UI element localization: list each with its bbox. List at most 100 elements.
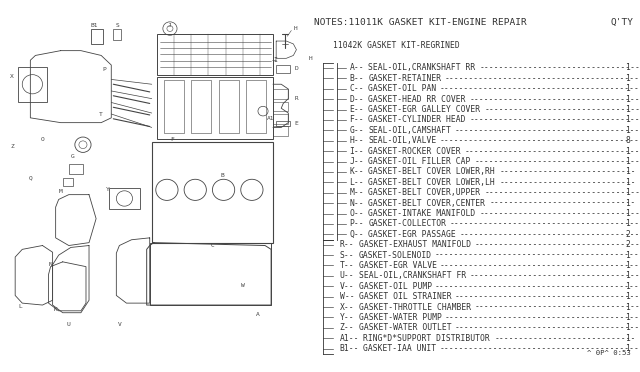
Text: 1: 1: [625, 84, 630, 93]
Text: S--: S--: [340, 251, 355, 260]
Text: GASKET-RETAINER: GASKET-RETAINER: [369, 74, 442, 83]
Text: SEAL-OIL,CRANKSHAFT RR: SEAL-OIL,CRANKSHAFT RR: [369, 64, 476, 73]
Text: --------------------------------: --------------------------------: [485, 188, 640, 197]
Text: ---------------------------------------: ---------------------------------------: [454, 126, 640, 135]
Text: M--: M--: [349, 188, 364, 197]
Text: Q--: Q--: [349, 230, 364, 239]
Text: 1: 1: [625, 178, 630, 187]
Text: 1: 1: [625, 292, 630, 301]
Text: K: K: [54, 307, 58, 312]
Text: ------------------------------------------: ----------------------------------------…: [444, 74, 640, 83]
Text: J--: J--: [349, 157, 364, 166]
Text: K--: K--: [349, 167, 364, 176]
Text: W: W: [241, 283, 244, 288]
Text: 1: 1: [625, 334, 630, 343]
Text: GASKET-THROTTLE CHAMBER: GASKET-THROTTLE CHAMBER: [358, 302, 471, 312]
Text: 1: 1: [625, 251, 630, 260]
Text: J: J: [168, 23, 172, 28]
Text: 1: 1: [625, 261, 630, 270]
Text: SEAL-OIL,CRANKSHAFT FR: SEAL-OIL,CRANKSHAFT FR: [358, 272, 466, 280]
Text: Z: Z: [10, 144, 14, 149]
Text: ---------------------------------: ---------------------------------: [480, 64, 640, 73]
Text: H--: H--: [349, 136, 364, 145]
Text: -----------------------------------: -----------------------------------: [470, 272, 640, 280]
Text: 1: 1: [625, 313, 630, 322]
Text: 1: 1: [625, 115, 630, 125]
Text: 1: 1: [625, 167, 630, 176]
Text: ------------------------------------: ------------------------------------: [470, 95, 640, 104]
Text: F--: F--: [349, 115, 364, 125]
Text: ----------------------------------: ----------------------------------: [475, 240, 640, 249]
Text: 1: 1: [625, 147, 630, 155]
Text: SEAL-OIL,CAMSHAFT: SEAL-OIL,CAMSHAFT: [369, 126, 451, 135]
Text: I--: I--: [349, 147, 364, 155]
Bar: [273, 89, 288, 99]
Text: GASKET-WATER PUMP: GASKET-WATER PUMP: [358, 313, 442, 322]
Text: D--: D--: [349, 95, 364, 104]
Text: GASKET-IAA UNIT: GASKET-IAA UNIT: [364, 344, 436, 353]
Text: Y--: Y--: [340, 313, 355, 322]
Text: GASKET-BELT COVER,UPPER: GASKET-BELT COVER,UPPER: [369, 188, 481, 197]
Text: V: V: [118, 322, 121, 327]
Bar: [157, 34, 273, 75]
Text: GASKET-EGR VALVE: GASKET-EGR VALVE: [358, 261, 436, 270]
Bar: [113, 29, 122, 40]
Text: M: M: [59, 189, 63, 194]
Text: RING*D*SUPPORT DISTRIBUTOR: RING*D*SUPPORT DISTRIBUTOR: [364, 334, 490, 343]
Text: -----------------------------: -----------------------------: [495, 334, 636, 343]
Text: R: R: [294, 96, 298, 101]
Text: Z--: Z--: [340, 323, 355, 332]
Text: R--: R--: [340, 240, 355, 249]
Text: 1: 1: [625, 105, 630, 114]
Text: -----------------------------------------: ----------------------------------------…: [449, 219, 640, 228]
Text: B1--: B1--: [340, 344, 359, 353]
Text: SEAL-OIL,VALVE: SEAL-OIL,VALVE: [369, 136, 436, 145]
Text: ----------------------------------: ----------------------------------: [475, 302, 640, 312]
Text: A: A: [256, 312, 260, 317]
Text: 8: 8: [625, 136, 630, 145]
Text: --------------------------------------: --------------------------------------: [460, 230, 640, 239]
Text: N: N: [49, 262, 52, 267]
Text: ----------------------------: ----------------------------: [500, 178, 637, 187]
Text: O--: O--: [349, 209, 364, 218]
Text: C--: C--: [349, 84, 364, 93]
Bar: [273, 126, 288, 136]
Text: GASKET-COLLECTOR: GASKET-COLLECTOR: [369, 219, 447, 228]
Text: P--: P--: [349, 219, 364, 228]
Text: ---------------------------------: ---------------------------------: [480, 209, 640, 218]
Text: GASKET-OIL PAN: GASKET-OIL PAN: [369, 84, 436, 93]
Text: E--: E--: [349, 105, 364, 114]
Text: A1--: A1--: [340, 334, 359, 343]
Text: GASKET-OIL FILLER CAP: GASKET-OIL FILLER CAP: [369, 157, 471, 166]
Text: W--: W--: [340, 292, 355, 301]
Text: -------------------------------------------: ----------------------------------------…: [439, 136, 640, 145]
Bar: [18, 67, 47, 102]
Text: I: I: [273, 57, 277, 63]
Text: -------------------------------------------: ----------------------------------------…: [439, 84, 640, 93]
Bar: [276, 65, 291, 73]
Text: NOTES:11011K GASKET KIT-ENGINE REPAIR: NOTES:11011K GASKET KIT-ENGINE REPAIR: [314, 18, 527, 27]
Text: A1: A1: [267, 116, 275, 121]
Text: F: F: [170, 137, 174, 142]
Text: 1: 1: [625, 74, 630, 83]
Text: GASKET-EGR GALLEY COVER: GASKET-EGR GALLEY COVER: [369, 105, 481, 114]
Bar: [157, 77, 273, 139]
Text: -------------------------------------: -------------------------------------: [465, 147, 640, 155]
Text: V--: V--: [340, 282, 355, 291]
Bar: [63, 178, 73, 186]
Text: E: E: [294, 121, 298, 126]
Text: --------------------------------------------: ----------------------------------------…: [435, 251, 640, 260]
Text: X: X: [10, 74, 14, 79]
Text: GASKET-EXHAUST MANIFOLD: GASKET-EXHAUST MANIFOLD: [358, 240, 471, 249]
Bar: [273, 114, 288, 124]
Text: GASKET-ROCKER COVER: GASKET-ROCKER COVER: [369, 147, 461, 155]
Text: S: S: [115, 23, 119, 28]
Text: B: B: [221, 173, 225, 178]
Text: ----------------------------------: ----------------------------------: [475, 157, 640, 166]
Text: GASKET-BELT COVER LOWER,RH: GASKET-BELT COVER LOWER,RH: [369, 167, 495, 176]
Text: 1: 1: [625, 323, 630, 332]
Text: Q'TY: Q'TY: [611, 18, 634, 27]
Text: GASKET-EGR PASSAGE: GASKET-EGR PASSAGE: [369, 230, 456, 239]
Text: 1: 1: [625, 188, 630, 197]
Text: 1: 1: [625, 157, 630, 166]
